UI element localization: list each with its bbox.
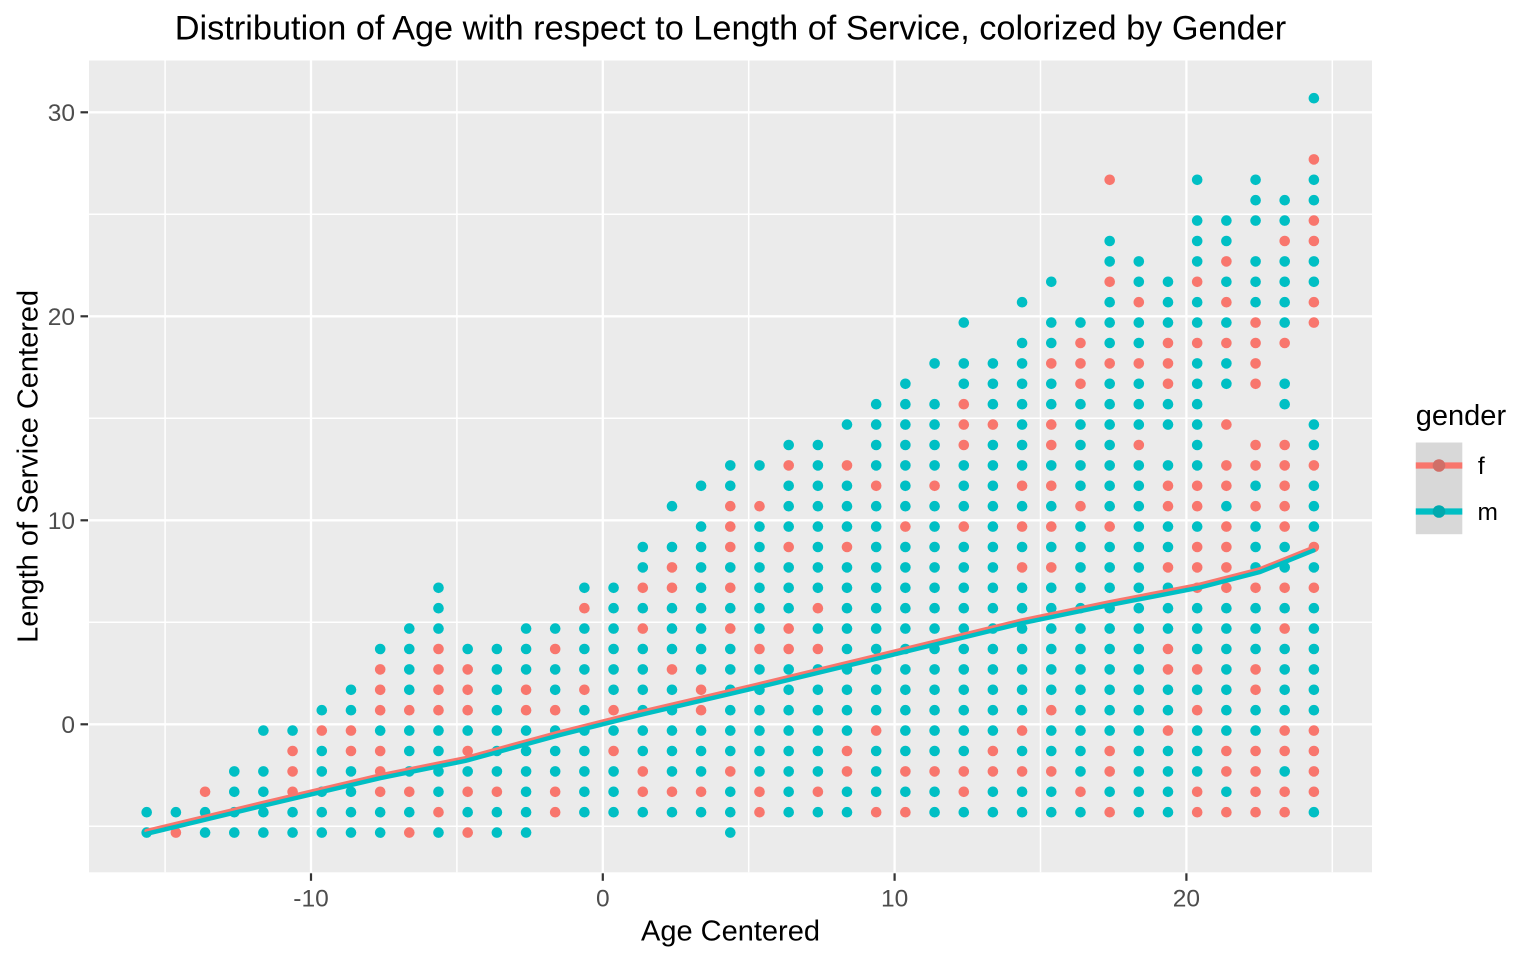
svg-text:gender: gender <box>1416 400 1507 432</box>
svg-text:10: 10 <box>48 508 75 535</box>
svg-text:30: 30 <box>48 100 75 127</box>
svg-text:20: 20 <box>48 304 75 331</box>
svg-text:20: 20 <box>1173 886 1200 913</box>
svg-text:Distribution of Age with respe: Distribution of Age with respect to Leng… <box>175 9 1286 47</box>
svg-text:10: 10 <box>881 886 908 913</box>
svg-text:f: f <box>1478 453 1485 480</box>
svg-text:0: 0 <box>596 886 610 913</box>
svg-text:-10: -10 <box>293 886 328 913</box>
svg-text:m: m <box>1478 499 1498 526</box>
svg-text:0: 0 <box>61 712 75 739</box>
svg-text:Age Centered: Age Centered <box>641 916 820 948</box>
svg-text:Length of Service Centered: Length of Service Centered <box>13 290 45 643</box>
